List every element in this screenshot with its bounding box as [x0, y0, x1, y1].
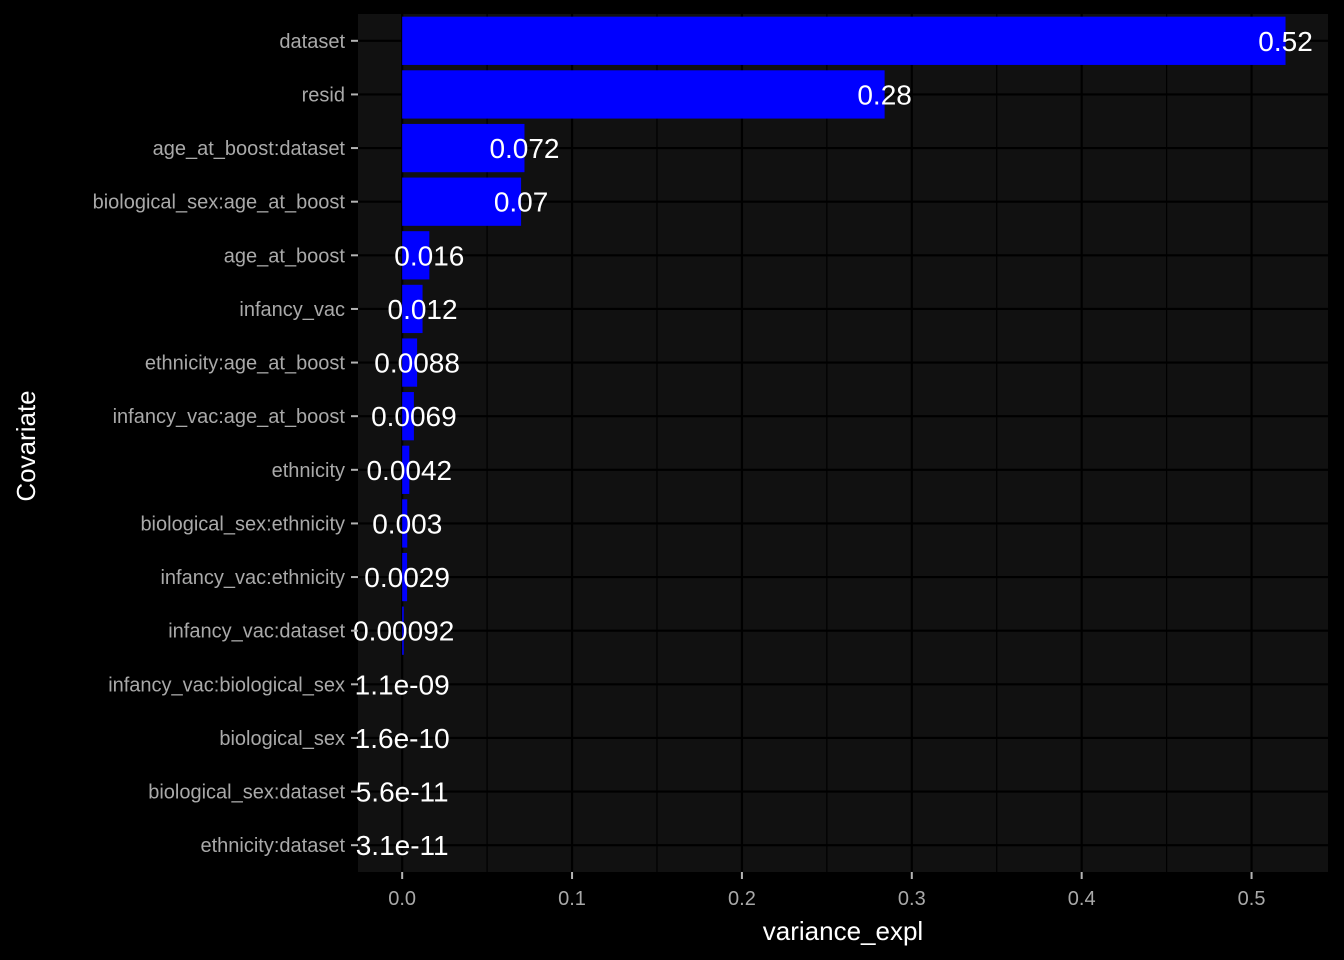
- y-tick-label: ethnicity:age_at_boost: [145, 353, 346, 375]
- y-tick-label: age_at_boost:dataset: [153, 138, 346, 160]
- bar-ethnicity-age-at-boost: [402, 338, 418, 387]
- data-label: 3.1e-11: [356, 830, 449, 861]
- bar-age-at-boost-dataset: [402, 123, 525, 173]
- bar-infancy-vac: [402, 284, 423, 334]
- x-tick-label: 0.2: [728, 888, 756, 910]
- bar-infancy-vac-dataset: [402, 606, 404, 655]
- data-label: 0.0029: [364, 562, 450, 593]
- y-tick-label: infancy_vac: [239, 299, 345, 321]
- data-label: 5.6e-11: [356, 777, 449, 808]
- y-tick-label: biological_sex:age_at_boost: [93, 192, 346, 214]
- x-tick-label: 0.4: [1068, 888, 1096, 910]
- bar-resid: [402, 70, 885, 119]
- y-tick-label: infancy_vac:ethnicity: [160, 567, 345, 589]
- x-tick-label: 0.5: [1238, 888, 1266, 910]
- y-axis-title: Covariate: [11, 390, 41, 501]
- data-label: 0.0069: [371, 401, 457, 432]
- y-tick-label: ethnicity: [272, 460, 345, 482]
- data-label: 0.0042: [366, 455, 452, 486]
- data-label: 0.07: [494, 187, 549, 218]
- y-tick-label: dataset: [279, 31, 345, 53]
- data-label: 0.072: [489, 133, 559, 164]
- y-tick-label: biological_sex: [219, 728, 345, 750]
- bar-biological-sex-age-at-boost: [402, 177, 522, 226]
- y-tick-label: biological_sex:ethnicity: [140, 513, 345, 535]
- x-tick-label: 0.0: [388, 888, 416, 910]
- data-label: 1.6e-10: [355, 723, 450, 754]
- y-axis: dataset resid age_at_boost:dataset biologic…: [93, 31, 358, 857]
- bar-ethnicity: [402, 445, 410, 494]
- bar-dataset: [402, 16, 1286, 65]
- data-label: 0.0088: [374, 348, 460, 379]
- x-axis-title: variance_expl: [763, 916, 923, 946]
- data-label: 0.28: [857, 79, 912, 110]
- x-axis: 0.0 0.1 0.2 0.3 0.4 0.5: [388, 872, 1265, 910]
- data-label: 0.016: [394, 240, 464, 271]
- bar-infancy-vac-age-at-boost: [402, 392, 414, 441]
- data-label: 0.012: [388, 294, 458, 325]
- x-tick-label: 0.3: [898, 888, 926, 910]
- data-label: 0.52: [1258, 26, 1313, 57]
- data-label: 0.003: [372, 508, 442, 539]
- y-tick-label: infancy_vac:biological_sex: [108, 674, 345, 696]
- data-label: 0.00092: [353, 616, 454, 647]
- x-tick-label: 0.1: [558, 888, 586, 910]
- bar-age-at-boost: [402, 231, 430, 280]
- y-tick-label: resid: [302, 84, 345, 106]
- y-tick-label: infancy_vac:age_at_boost: [113, 406, 346, 428]
- data-label: 1.1e-09: [355, 669, 450, 700]
- data-labels: 0.52 0.28 0.072 0.07 0.016 0.012 0.0088 0.0069 0…: [353, 26, 1313, 861]
- y-tick-label: infancy_vac:dataset: [168, 621, 345, 643]
- y-tick-label: age_at_boost: [224, 245, 346, 267]
- y-tick-label: ethnicity:dataset: [200, 835, 345, 857]
- bar-biological-sex-ethnicity: [402, 499, 408, 548]
- y-tick-label: biological_sex:dataset: [148, 782, 345, 804]
- bar-infancy-vac-ethnicity: [402, 552, 408, 602]
- bars: [402, 16, 1286, 870]
